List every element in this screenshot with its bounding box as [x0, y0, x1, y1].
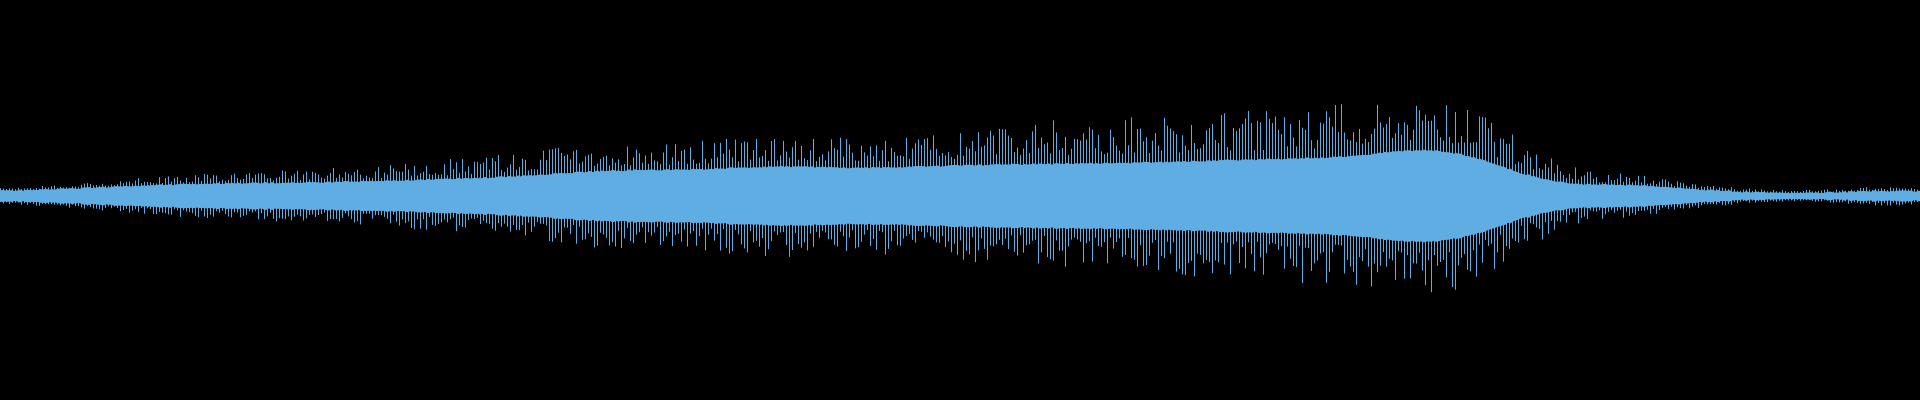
waveform-body-envelope — [0, 149, 1920, 243]
